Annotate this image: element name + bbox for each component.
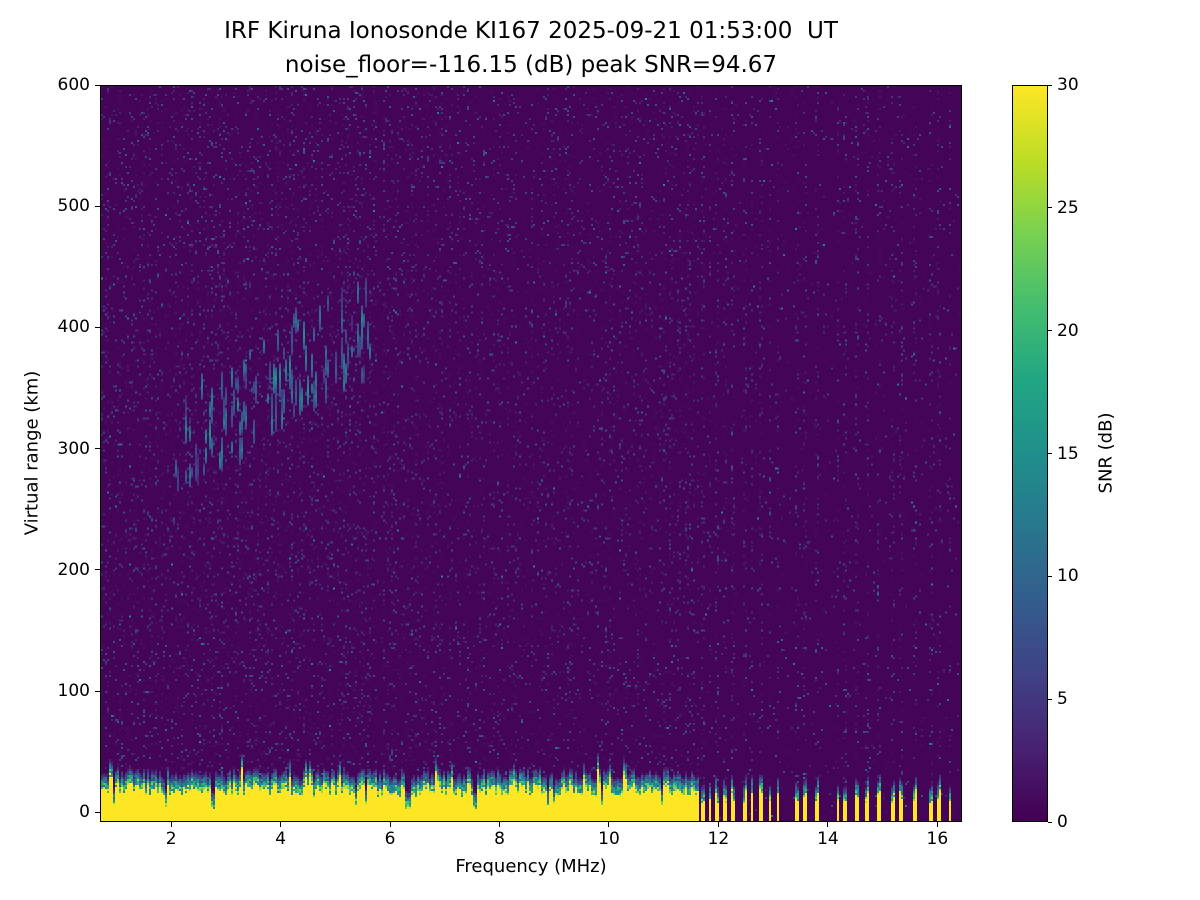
colorbar-tick-mark: [1048, 453, 1052, 454]
plot-title: IRF Kiruna Ionosonde KI167 2025-09-21 01…: [224, 18, 838, 44]
x-tick-label: 4: [275, 829, 287, 849]
x-axis-label: Frequency (MHz): [455, 856, 607, 877]
x-tick-mark: [280, 822, 282, 827]
y-tick-label: 600: [57, 75, 90, 95]
y-tick-label: 100: [57, 681, 90, 702]
y-tick-mark: [95, 326, 100, 328]
y-tick-mark: [95, 811, 100, 813]
y-tick-mark: [95, 569, 100, 571]
colorbar-tick-mark: [1048, 207, 1052, 209]
x-tick-label: 12: [707, 829, 730, 849]
colorbar-tick-label: 20: [1057, 320, 1079, 341]
colorbar-label: SNR (dB): [1095, 412, 1117, 494]
colorbar-tick-mark: [1048, 821, 1052, 823]
y-tick-mark: [95, 205, 100, 207]
colorbar-tick-label: 5: [1057, 689, 1068, 710]
colorbar-tick-mark: [1048, 575, 1052, 577]
plot-subtitle: noise_floor=-116.15 (dB) peak SNR=94.67: [284, 52, 778, 78]
x-tick-mark: [827, 822, 829, 827]
x-tick-mark: [608, 822, 610, 827]
y-tick-mark: [95, 690, 100, 692]
y-tick-mark: [95, 84, 100, 86]
x-tick-label: 16: [926, 829, 949, 849]
x-tick-label: 14: [817, 829, 839, 849]
colorbar-gradient-canvas: [1013, 86, 1047, 821]
x-tick-label: 10: [598, 829, 620, 849]
colorbar: [1012, 85, 1048, 822]
colorbar-tick-mark: [1048, 698, 1052, 700]
x-tick-label: 8: [494, 829, 505, 849]
ionogram-plot-area: [100, 85, 962, 822]
y-tick-label: 400: [57, 317, 90, 338]
x-tick-mark: [389, 822, 391, 827]
x-tick-label: 2: [165, 829, 177, 849]
y-tick-mark: [95, 448, 100, 450]
x-tick-mark: [717, 822, 719, 827]
x-tick-mark: [170, 822, 172, 827]
y-tick-label: 0: [79, 802, 90, 823]
colorbar-tick-label: 15: [1057, 443, 1079, 464]
x-tick-mark: [499, 822, 501, 827]
colorbar-tick-mark: [1048, 330, 1052, 332]
y-tick-label: 200: [57, 559, 90, 580]
colorbar-tick-label: 0: [1057, 812, 1068, 832]
x-tick-mark: [936, 822, 938, 827]
y-tick-label: 500: [57, 196, 90, 217]
ionogram-heatmap-canvas: [101, 86, 961, 821]
colorbar-tick-mark: [1048, 84, 1052, 86]
colorbar-tick-label: 10: [1057, 566, 1079, 587]
y-tick-label: 300: [57, 438, 90, 459]
colorbar-tick-label: 25: [1057, 197, 1079, 218]
colorbar-tick-label: 30: [1057, 75, 1079, 95]
x-tick-label: 6: [384, 829, 396, 849]
